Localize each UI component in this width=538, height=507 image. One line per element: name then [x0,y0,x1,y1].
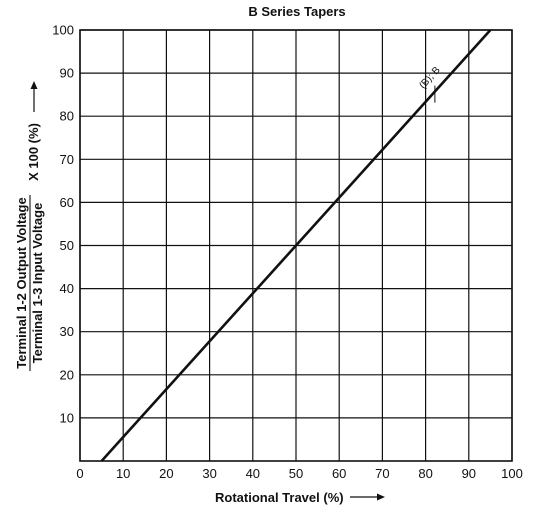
y-axis-label-numerator: Terminal 1-2 Output Voltage [14,197,29,368]
y-axis-multiplier: X 100 (%) [26,123,41,181]
series-line [100,29,492,462]
x-tick-label: 100 [501,466,523,481]
y-tick-label: 50 [60,238,74,253]
x-tick-label: 20 [159,466,173,481]
x-axis-label: Rotational Travel (%) [215,490,344,505]
y-tick-label: 90 [60,66,74,81]
y-tick-label: 20 [60,367,74,382]
x-tick-label: 30 [202,466,216,481]
y-tick-label: 40 [60,281,74,296]
x-tick-label: 80 [418,466,432,481]
x-tick-label: 70 [375,466,389,481]
chart-title: B Series Tapers [248,4,345,19]
x-tick-label: 0 [76,466,83,481]
y-tick-label: 70 [60,152,74,167]
y-tick-label: 10 [60,410,74,425]
y-axis-label-denominator: Terminal 1-3 Input Voltage [30,203,45,364]
y-tick-labels: 10 20 30 40 50 60 70 80 90 100 [52,23,74,426]
x-tick-labels: 0 10 20 30 40 50 60 70 80 90 100 [76,466,522,481]
y-tick-label: 60 [60,195,74,210]
x-tick-label: 10 [116,466,130,481]
x-tick-label: 50 [289,466,303,481]
x-tick-label: 40 [246,466,260,481]
y-tick-label: 30 [60,324,74,339]
x-tick-label: 90 [462,466,476,481]
y-axis-arrow [30,81,38,112]
y-axis-label: Terminal 1-2 Output Voltage Terminal 1-3… [14,195,45,371]
y-tick-label: 80 [60,109,74,124]
plot-frame [79,29,513,462]
y-tick-label: 100 [52,23,74,38]
x-tick-label: 60 [332,466,346,481]
x-axis-arrow [350,493,385,501]
